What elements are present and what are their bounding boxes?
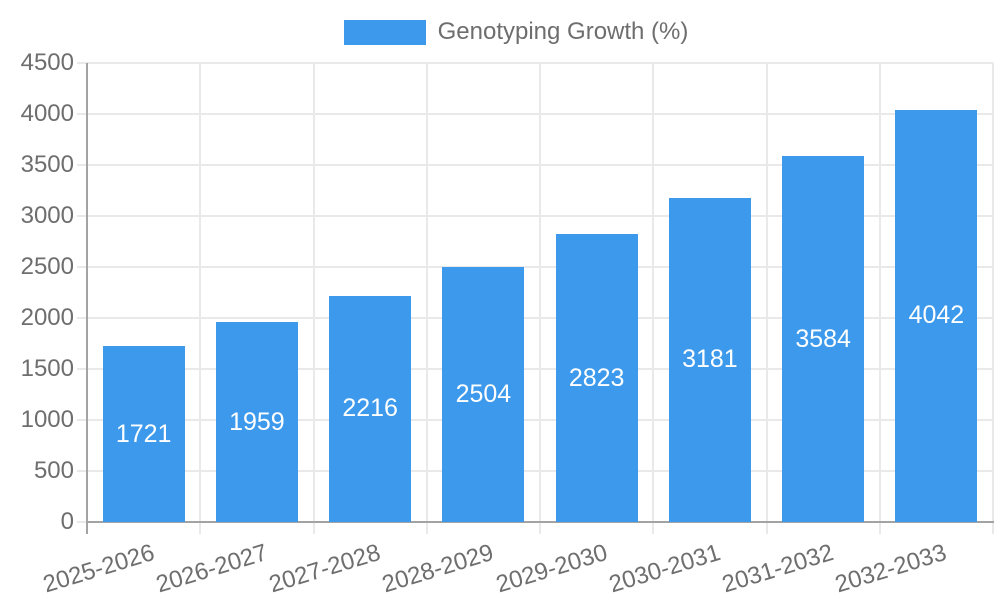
y-axis-tick-label: 3000 [20,202,74,229]
y-axis-tick-label: 1000 [20,406,74,433]
x-tick-mark [199,522,202,534]
bar-value-label: 3181 [682,345,738,374]
bar-value-label: 2216 [342,394,398,423]
x-gridline [539,63,541,522]
y-axis-tick-label: 3500 [20,151,74,178]
x-tick-mark [878,522,881,534]
y-axis-tick-label: 0 [60,508,74,535]
x-tick-mark [992,522,994,534]
x-gridline [199,63,202,522]
x-gridline [425,63,428,522]
bar[interactable]: 2823 [555,234,638,522]
y-tick-mark [77,368,87,370]
y-tick-mark [77,266,87,268]
x-gridline [652,63,655,522]
y-axis-tick-label: 2500 [20,253,74,280]
bar[interactable]: 4042 [895,109,978,522]
bar[interactable]: 1959 [215,322,298,522]
x-gridline [765,63,768,522]
y-axis-tick-label: 4000 [20,100,74,127]
x-tick-mark [539,522,541,534]
y-tick-mark [77,419,87,421]
x-tick-mark [765,522,768,534]
bar-value-label: 1721 [115,419,172,448]
y-tick-mark [77,317,87,319]
bar-value-label: 4042 [908,301,965,330]
x-gridline [992,63,994,522]
bar[interactable]: 3584 [782,156,865,522]
bar[interactable]: 1721 [102,346,185,522]
bar-value-label: 1959 [229,407,285,436]
x-tick-mark [312,522,315,534]
bar[interactable]: 2504 [442,266,525,522]
bar-value-label: 2823 [568,363,625,392]
x-axis-line [86,521,994,523]
x-tick-mark [425,522,428,534]
y-tick-mark [77,470,87,472]
bar[interactable]: 3181 [668,197,751,522]
y-tick-mark [77,215,87,217]
y-axis-line [86,63,88,534]
bar[interactable]: 2216 [329,295,412,522]
bar-value-label: 3584 [795,324,851,353]
bar-value-label: 2504 [455,379,512,408]
legend-swatch-icon [343,19,426,45]
y-tick-mark [77,113,87,115]
y-axis-tick-label: 1500 [20,355,74,382]
y-axis-tick-label: 4500 [20,49,74,76]
y-tick-mark [77,62,87,64]
x-tick-mark [652,522,655,534]
x-gridline [878,63,881,522]
y-tick-mark [77,521,87,523]
y-axis-tick-label: 2000 [20,304,74,331]
chart-legend[interactable]: Genotyping Growth (%) [16,18,1000,46]
y-tick-mark [77,164,87,166]
y-axis-tick-label: 500 [33,457,74,484]
x-gridline [312,63,315,522]
legend-label: Genotyping Growth (%) [437,18,689,45]
